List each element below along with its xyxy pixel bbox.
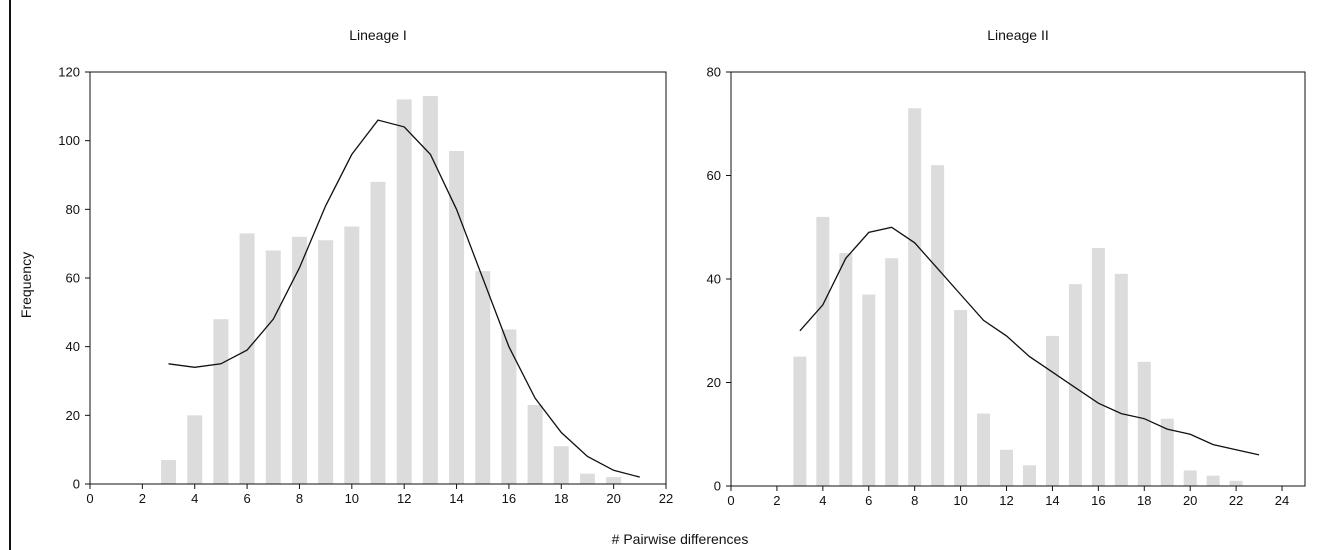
bar [449,150,465,484]
y-tick-label: 0 [714,479,721,494]
bar [1000,449,1014,486]
y-tick-label: 40 [66,339,80,354]
x-tick-label: 6 [243,491,250,506]
x-tick-label: 10 [345,491,359,506]
x-tick-label: 4 [819,493,826,508]
bar [527,405,543,484]
x-tick-label: 18 [1137,493,1151,508]
bar [862,294,876,486]
bar [370,181,386,484]
bar [475,271,491,484]
x-tick-label: 12 [999,493,1013,508]
x-tick-label: 8 [296,491,303,506]
x-tick-label: 0 [727,493,734,508]
bar [954,310,968,486]
bar [396,99,412,484]
bar [1183,470,1197,486]
bar [579,473,595,484]
panel-title: Lineage I [349,27,407,43]
y-tick-label: 0 [73,477,80,492]
x-tick-label: 22 [1229,493,1243,508]
x-tick-label: 8 [911,493,918,508]
bar [239,233,255,484]
x-tick-label: 16 [502,491,516,506]
y-tick-label: 80 [66,202,80,217]
y-tick-label: 120 [58,65,80,80]
x-tick-label: 10 [953,493,967,508]
bar [1114,273,1128,486]
x-tick-label: 4 [191,491,198,506]
y-tick-label: 40 [707,272,721,287]
bar [187,415,203,484]
bar [213,319,229,484]
bar [1160,418,1174,486]
x-tick-label: 20 [606,491,620,506]
x-tick-label: 6 [865,493,872,508]
bar [816,216,830,486]
y-tick-label: 20 [66,408,80,423]
bar [318,240,334,484]
bar [1229,480,1243,486]
x-tick-label: 2 [773,493,780,508]
x-tick-label: 14 [1045,493,1059,508]
bar [1206,475,1220,486]
bar [161,459,177,484]
bar [931,165,945,486]
fitted-curve-line [168,119,640,478]
bar [885,258,899,486]
y-tick-label: 20 [707,375,721,390]
bar [553,446,569,484]
bar [793,356,807,486]
x-tick-label: 12 [397,491,411,506]
bar [1137,361,1151,486]
y-tick-label: 60 [707,168,721,183]
bar [291,236,307,484]
bar [606,477,622,484]
x-tick-label: 22 [659,491,673,506]
bar [839,253,853,486]
x-tick-label: 20 [1183,493,1197,508]
bar [1091,247,1105,486]
x-tick-label: 2 [139,491,146,506]
x-tick-label: 24 [1275,493,1289,508]
x-tick-label: 18 [554,491,568,506]
fitted-curve-line [799,226,1260,456]
x-axis-label: # Pairwise differences [612,531,749,547]
y-tick-label: 80 [707,65,721,80]
y-tick-label: 100 [58,133,80,148]
x-tick-label: 14 [449,491,463,506]
chart-panel-lineage-i: 0 2 4 6 8 10 12 14 16 18 20 22 0 20 40 60 80 100 120 Lineag… [58,27,673,506]
bar [344,226,360,484]
y-tick-label: 60 [66,271,80,286]
bar [265,250,281,484]
x-tick-label: 16 [1091,493,1105,508]
bar [908,108,922,486]
x-tick-label: 0 [86,491,93,506]
bar [1045,335,1059,486]
bar [422,96,438,485]
panel-title: Lineage II [987,27,1049,43]
bar [977,413,991,486]
bar [501,329,517,484]
bar [1022,465,1036,486]
y-axis-label: Frequency [18,252,34,318]
bar [1068,284,1082,486]
